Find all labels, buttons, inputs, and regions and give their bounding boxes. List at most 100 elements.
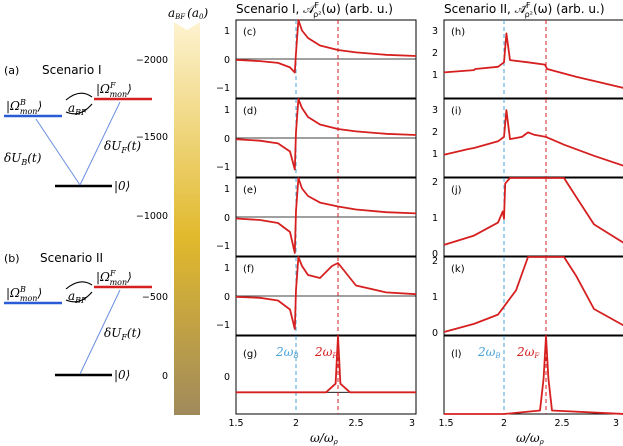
- cbar-tick-0: −2000: [136, 55, 168, 66]
- drive-f-arrow: [79, 101, 121, 186]
- ytick-c-1: 1: [224, 26, 230, 37]
- xtick-r-0: 1.5: [438, 418, 453, 429]
- ytick-i-2: 2: [432, 127, 438, 138]
- ytick-f-0: 0: [224, 292, 230, 303]
- xlabel-right: ω/ωρ: [516, 431, 545, 446]
- ytick-h-1: 1: [432, 70, 438, 81]
- curve-f: [235, 256, 417, 330]
- drive-f-label-b: δUF(t): [104, 326, 141, 342]
- frame-k: [443, 256, 623, 336]
- frame-h: [443, 19, 623, 99]
- curve-e: [235, 177, 417, 254]
- marker-2wf-left: 2ωF: [314, 345, 338, 360]
- colorbar-label: aBF (a0): [168, 6, 208, 21]
- series-l: [444, 335, 623, 415]
- series-e: [235, 177, 417, 256]
- ground-label-b: |0⟩: [114, 368, 130, 382]
- series-f: [235, 256, 417, 335]
- ytick-d-0: 0: [224, 134, 230, 145]
- ytick-g-0: 0: [224, 372, 230, 383]
- curve-g: [236, 335, 416, 394]
- marker-2wb-left: 2ωB: [275, 345, 299, 360]
- drive-f-label-a: δUF(t): [104, 139, 141, 155]
- panel-label-e: (e): [243, 185, 257, 196]
- ytick-e-0: 0: [224, 213, 230, 224]
- panel-label-h: (h): [451, 27, 465, 38]
- ytick-j-2: 2: [432, 177, 438, 188]
- right-panel-h: (h) 3 2 1: [432, 19, 623, 99]
- ytick-d-1: 1: [224, 105, 230, 116]
- ground-label-a: |0⟩: [114, 179, 130, 193]
- right-panel-i: (i) 3 2 1: [432, 98, 623, 178]
- xtick-r-1: 2: [501, 418, 507, 429]
- left-panel-g: (g) 0 2ωB 2ωF: [224, 335, 417, 415]
- curve-i: [443, 109, 623, 167]
- series-h: [443, 20, 623, 98]
- scenario-2-title: Scenario II: [40, 251, 103, 265]
- ytick-j-1: 1: [432, 213, 438, 224]
- cbar-tick-2: −1000: [136, 211, 168, 222]
- coupling-arrow-bottom-2: [65, 291, 93, 303]
- x-axis-right: 1.5 2 2.5 3 ω/ωρ: [438, 418, 619, 446]
- series-k: [443, 256, 623, 335]
- series-c: [235, 19, 417, 98]
- ytick-i-3: 3: [432, 105, 438, 116]
- panel-label-d: (d): [243, 106, 257, 117]
- tag-a: (a): [4, 64, 19, 77]
- left-panel-e: (e) 1 0 −1: [216, 177, 417, 257]
- ytick-i-1: 1: [432, 149, 438, 160]
- marker-2wf-right: 2ωF: [516, 345, 540, 360]
- drive-b-label: δUB(t): [4, 151, 42, 167]
- curve-k: [443, 256, 623, 333]
- ytick-e-1: 1: [224, 184, 230, 195]
- panel-label-c: (c): [243, 27, 256, 38]
- frame-j: [443, 177, 623, 257]
- xlabel-left: ω/ωρ: [310, 431, 339, 446]
- ytick-k-0: 0: [432, 328, 438, 339]
- ytick-f-1: 1: [224, 263, 230, 274]
- xtick-l-0: 1.5: [228, 418, 243, 429]
- panel-label-k: (k): [451, 264, 465, 275]
- coupling-label-b: aBF: [68, 289, 87, 305]
- marker-2wb-right: 2ωB: [477, 345, 501, 360]
- panel-label-l: (l): [451, 349, 462, 360]
- cbar-tick-4: 0: [162, 371, 168, 382]
- curve-d: [235, 98, 417, 171]
- panel-label-g: (g): [243, 349, 257, 360]
- ytick-h-2: 2: [432, 48, 438, 59]
- scenario-1-title: Scenario I: [42, 63, 102, 77]
- curve-h: [443, 32, 623, 89]
- series-d: [235, 98, 417, 177]
- drive-f-arrow-2: [79, 289, 121, 375]
- curve-j: [443, 177, 623, 246]
- scenario-2-diagram: (b) Scenario II |ΩB mon⟩ |ΩF mon⟩ aBF |0⟩ …: [4, 251, 152, 382]
- series-i: [443, 99, 623, 177]
- drive-b-arrow: [35, 118, 81, 186]
- xtick-r-2: 2.5: [554, 418, 569, 429]
- coupling-arrow-bottom: [65, 103, 93, 115]
- coupling-arrow-top-2: [65, 281, 93, 290]
- right-panel-l: (l) 2ωB 2ωF: [443, 335, 623, 415]
- colorbar: aBF (a0) −2000 −1500 −1000 −500 0: [136, 6, 208, 415]
- frame-i: [443, 98, 623, 178]
- curve-c: [235, 19, 417, 74]
- fermion-level-label: |ΩF mon⟩: [96, 81, 132, 99]
- xtick-l-2: 2.5: [348, 418, 363, 429]
- ytick-k-1: 1: [432, 292, 438, 303]
- ytick-e-m1: −1: [216, 241, 230, 252]
- ytick-k-2: 2: [432, 256, 438, 267]
- panel-label-f: (f): [243, 264, 254, 275]
- colorbar-gradient: [174, 22, 200, 415]
- cbar-tick-1: −1500: [136, 132, 168, 143]
- scenario-1-diagram: (a) Scenario I |ΩB mon⟩ |ΩF mon⟩ aBF |0⟩ δ…: [4, 63, 152, 193]
- right-panel-j: (j) 2 1 0: [432, 177, 623, 260]
- ytick-d-m1: −1: [216, 162, 230, 173]
- left-panel-c: (c) 1 0 −1: [216, 19, 417, 99]
- cbar-tick-3: −500: [142, 292, 168, 303]
- coupling-arrow-top: [65, 92, 93, 101]
- series-j: [443, 177, 623, 256]
- series-g: [236, 335, 416, 414]
- xtick-l-1: 2: [293, 418, 299, 429]
- right-column-title: Scenario II, 𝒜̃F ρ²(ω) (arb. u.): [444, 1, 605, 19]
